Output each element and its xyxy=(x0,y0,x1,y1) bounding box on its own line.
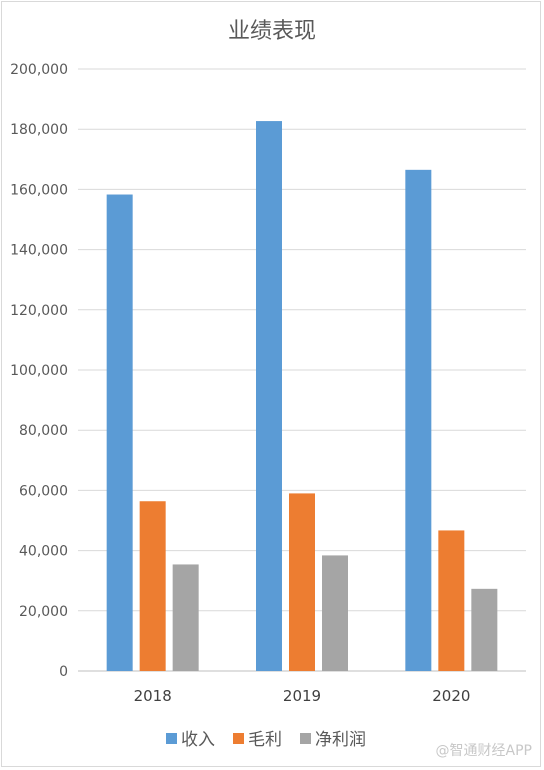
watermark: @智通财经APP xyxy=(436,743,532,759)
y-tick-label: 80,000 xyxy=(19,423,68,439)
legend-label: 毛利 xyxy=(248,730,282,750)
y-tick-label: 200,000 xyxy=(10,62,68,78)
legend-swatch xyxy=(166,733,177,744)
y-tick-label: 60,000 xyxy=(19,483,68,499)
legend-swatch xyxy=(300,733,311,744)
chart-title: 业绩表现 xyxy=(228,19,316,44)
bar-2020-1 xyxy=(438,530,465,671)
y-tick-label: 160,000 xyxy=(10,182,68,198)
bar-2019-2 xyxy=(322,555,348,671)
legend-label: 净利润 xyxy=(315,730,366,750)
bar-2018-2 xyxy=(172,564,199,671)
bar-2018-0 xyxy=(106,194,133,671)
x-category-label: 2019 xyxy=(283,687,321,705)
x-category-label: 2020 xyxy=(432,687,470,705)
bars xyxy=(106,121,498,671)
y-tick-label: 40,000 xyxy=(19,544,68,560)
bar-2019-0 xyxy=(256,121,282,671)
y-tick-label: 180,000 xyxy=(10,122,68,138)
legend-swatch xyxy=(233,733,244,744)
y-tick-label: 120,000 xyxy=(10,303,68,319)
y-tick-label: 20,000 xyxy=(19,604,68,620)
bar-2018-1 xyxy=(139,501,166,671)
bar-2020-2 xyxy=(471,588,498,671)
y-axis-ticks: 0 20,000 40,000 60,000 80,000 100,000 120,000 1… xyxy=(10,62,68,680)
y-tick-label: 100,000 xyxy=(10,363,68,379)
bar-2020-0 xyxy=(405,169,432,671)
legend-label: 收入 xyxy=(181,730,215,750)
legend: 收入 毛利 净利润 xyxy=(166,730,366,750)
y-tick-label: 140,000 xyxy=(10,243,68,259)
y-tick-label: 0 xyxy=(59,664,68,680)
x-axis-categories: 2018 2019 2020 xyxy=(134,687,471,705)
x-category-label: 2018 xyxy=(134,687,172,705)
bar-2019-1 xyxy=(289,493,315,671)
